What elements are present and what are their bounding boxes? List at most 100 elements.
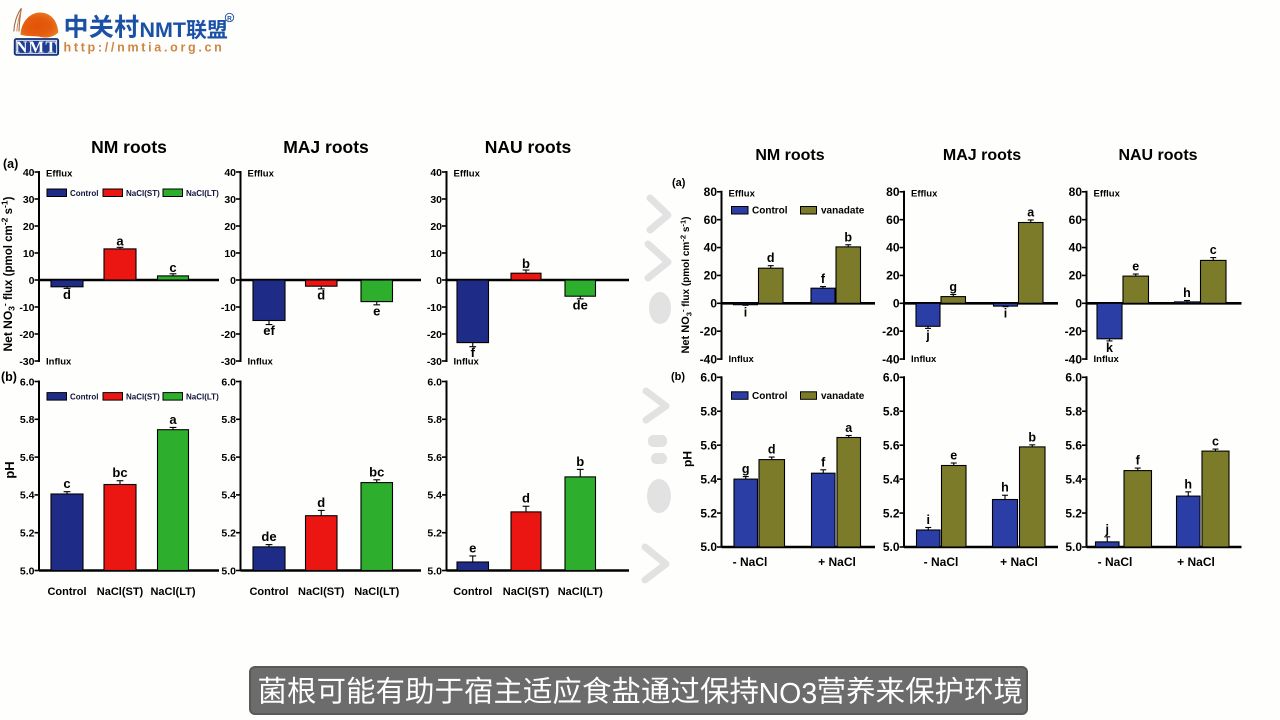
- svg-text:NaCl(ST): NaCl(ST): [126, 393, 160, 402]
- svg-text:-20: -20: [700, 324, 718, 338]
- svg-text:Control: Control: [47, 586, 86, 598]
- svg-text:NaCl(ST): NaCl(ST): [298, 586, 345, 598]
- svg-text:j: j: [925, 328, 929, 342]
- svg-text:b: b: [844, 230, 852, 244]
- svg-text:Efflux: Efflux: [1094, 188, 1121, 199]
- svg-text:40: 40: [224, 167, 236, 179]
- svg-text:60: 60: [1069, 213, 1083, 227]
- svg-text:0: 0: [710, 297, 717, 311]
- svg-text:5.4: 5.4: [20, 490, 35, 502]
- svg-text:40: 40: [23, 167, 35, 179]
- svg-text:Net NO3- flux (pmol cm-2 s-1): Net NO3- flux (pmol cm-2 s-1): [0, 196, 17, 351]
- svg-text:(b): (b): [671, 371, 685, 383]
- svg-text:e: e: [1132, 260, 1139, 274]
- svg-text:20: 20: [1069, 269, 1083, 283]
- svg-text:5.8: 5.8: [427, 414, 442, 426]
- svg-text:Net NO3- flux (pmol cm-2 s-1): Net NO3- flux (pmol cm-2 s-1): [678, 216, 693, 353]
- svg-text:80: 80: [886, 185, 900, 199]
- svg-text:5.6: 5.6: [700, 438, 717, 452]
- svg-text:c: c: [1212, 435, 1219, 449]
- svg-text:a: a: [169, 412, 177, 427]
- svg-text:-10: -10: [19, 302, 34, 314]
- svg-text:NaCl(ST): NaCl(ST): [503, 586, 550, 598]
- svg-text:g: g: [949, 280, 957, 294]
- svg-text:Influx: Influx: [911, 354, 937, 365]
- svg-text:5.6: 5.6: [427, 452, 442, 464]
- svg-text:(b): (b): [1, 370, 17, 384]
- svg-text:d: d: [317, 495, 325, 510]
- svg-text:5.6: 5.6: [883, 438, 900, 452]
- svg-text:a: a: [1027, 205, 1035, 219]
- svg-text:5.8: 5.8: [883, 404, 900, 418]
- svg-text:d: d: [522, 491, 530, 506]
- svg-text:e: e: [950, 448, 957, 462]
- svg-text:20: 20: [23, 221, 35, 233]
- svg-text:6.0: 6.0: [427, 376, 442, 388]
- svg-text:NAU roots: NAU roots: [485, 137, 572, 157]
- svg-text:(a): (a): [3, 157, 18, 171]
- svg-text:-20: -20: [19, 329, 34, 341]
- svg-text:d: d: [317, 287, 325, 302]
- svg-text:5.2: 5.2: [427, 528, 442, 540]
- svg-text:5.0: 5.0: [1065, 540, 1082, 554]
- svg-text:40: 40: [886, 241, 900, 255]
- svg-text:5.2: 5.2: [700, 506, 717, 520]
- svg-text:5.0: 5.0: [883, 540, 900, 554]
- svg-text:ef: ef: [263, 323, 275, 338]
- svg-text:f: f: [821, 272, 826, 286]
- svg-text:10: 10: [430, 248, 442, 260]
- svg-text:5.0: 5.0: [221, 565, 236, 577]
- svg-text:-20: -20: [427, 329, 442, 341]
- svg-text:bc: bc: [369, 464, 384, 479]
- svg-text:d: d: [767, 251, 775, 265]
- svg-text:Influx: Influx: [729, 354, 755, 365]
- svg-text:R: R: [227, 15, 232, 22]
- svg-text:b: b: [1028, 430, 1036, 444]
- svg-text:d: d: [63, 287, 71, 302]
- svg-text:f: f: [821, 455, 826, 469]
- svg-text:h: h: [1183, 286, 1191, 300]
- svg-text:i: i: [927, 513, 930, 527]
- svg-text:a: a: [116, 233, 124, 248]
- svg-text:MAJ roots: MAJ roots: [283, 137, 369, 157]
- svg-text:20: 20: [224, 221, 236, 233]
- svg-text:-10: -10: [221, 302, 236, 314]
- svg-text:-20: -20: [1065, 324, 1083, 338]
- svg-text:6.0: 6.0: [883, 371, 900, 385]
- svg-text:Control: Control: [70, 189, 98, 198]
- svg-text:-20: -20: [882, 324, 900, 338]
- svg-text:-40: -40: [700, 352, 718, 366]
- svg-text:5.8: 5.8: [20, 414, 35, 426]
- svg-text:10: 10: [224, 248, 236, 260]
- svg-text:5.2: 5.2: [221, 528, 236, 540]
- svg-text:Control: Control: [249, 586, 288, 598]
- svg-text:g: g: [742, 462, 750, 476]
- svg-text:20: 20: [704, 269, 718, 283]
- svg-text:5.8: 5.8: [700, 404, 717, 418]
- svg-text:80: 80: [1069, 185, 1083, 199]
- svg-text:Control: Control: [752, 391, 788, 402]
- svg-text:a: a: [845, 421, 853, 435]
- svg-text:30: 30: [23, 194, 35, 206]
- svg-text:d: d: [768, 443, 776, 457]
- svg-text:0: 0: [893, 297, 900, 311]
- svg-text:NaCl(LT): NaCl(LT): [186, 393, 219, 402]
- svg-text:+ NaCl: + NaCl: [1177, 555, 1215, 569]
- svg-text:h: h: [1184, 477, 1192, 491]
- svg-text:-20: -20: [221, 329, 236, 341]
- svg-text:10: 10: [23, 248, 35, 260]
- svg-text:5.8: 5.8: [1065, 404, 1082, 418]
- svg-text:i: i: [744, 305, 747, 319]
- svg-text:Control: Control: [453, 586, 492, 598]
- svg-text:http://nmtia.org.cn: http://nmtia.org.cn: [64, 40, 225, 54]
- svg-text:de: de: [261, 529, 276, 544]
- svg-text:f: f: [471, 345, 476, 360]
- svg-text:6.0: 6.0: [221, 376, 236, 388]
- svg-text:b: b: [576, 454, 584, 469]
- svg-text:60: 60: [886, 213, 900, 227]
- svg-text:- NaCl: - NaCl: [924, 555, 959, 569]
- svg-text:-40: -40: [1065, 352, 1083, 366]
- svg-text:NMT: NMT: [15, 38, 57, 57]
- svg-text:0: 0: [1075, 297, 1082, 311]
- svg-text:5.6: 5.6: [20, 452, 35, 464]
